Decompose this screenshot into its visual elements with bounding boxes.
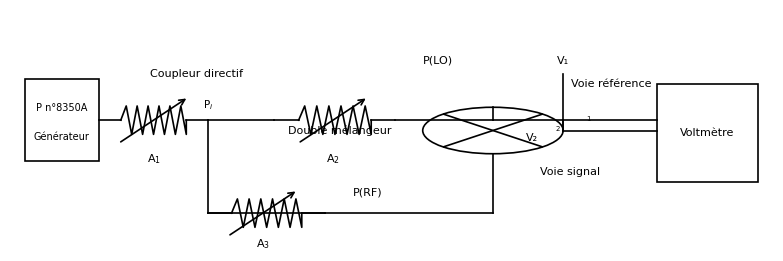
Text: V₁: V₁ [557, 56, 569, 66]
Text: 2: 2 [555, 126, 560, 132]
Text: P(LO): P(LO) [424, 56, 453, 66]
Text: Voltmètre: Voltmètre [680, 128, 734, 138]
Text: A$_3$: A$_3$ [256, 237, 270, 251]
FancyBboxPatch shape [657, 84, 758, 182]
Text: Voie référence: Voie référence [571, 79, 651, 89]
Text: Coupleur directif: Coupleur directif [150, 69, 243, 79]
Text: Double mélangeur: Double mélangeur [288, 125, 392, 136]
Text: P$_i$: P$_i$ [203, 98, 213, 112]
FancyBboxPatch shape [25, 79, 99, 162]
Text: Voie signal: Voie signal [539, 167, 600, 177]
Text: P n°8350A: P n°8350A [36, 103, 88, 113]
Text: Générateur: Générateur [34, 132, 90, 142]
Text: A$_2$: A$_2$ [326, 152, 340, 166]
Text: V₂: V₂ [526, 133, 538, 143]
Text: A$_1$: A$_1$ [146, 152, 161, 166]
Text: 1: 1 [586, 116, 591, 122]
Text: P(RF): P(RF) [353, 187, 383, 198]
